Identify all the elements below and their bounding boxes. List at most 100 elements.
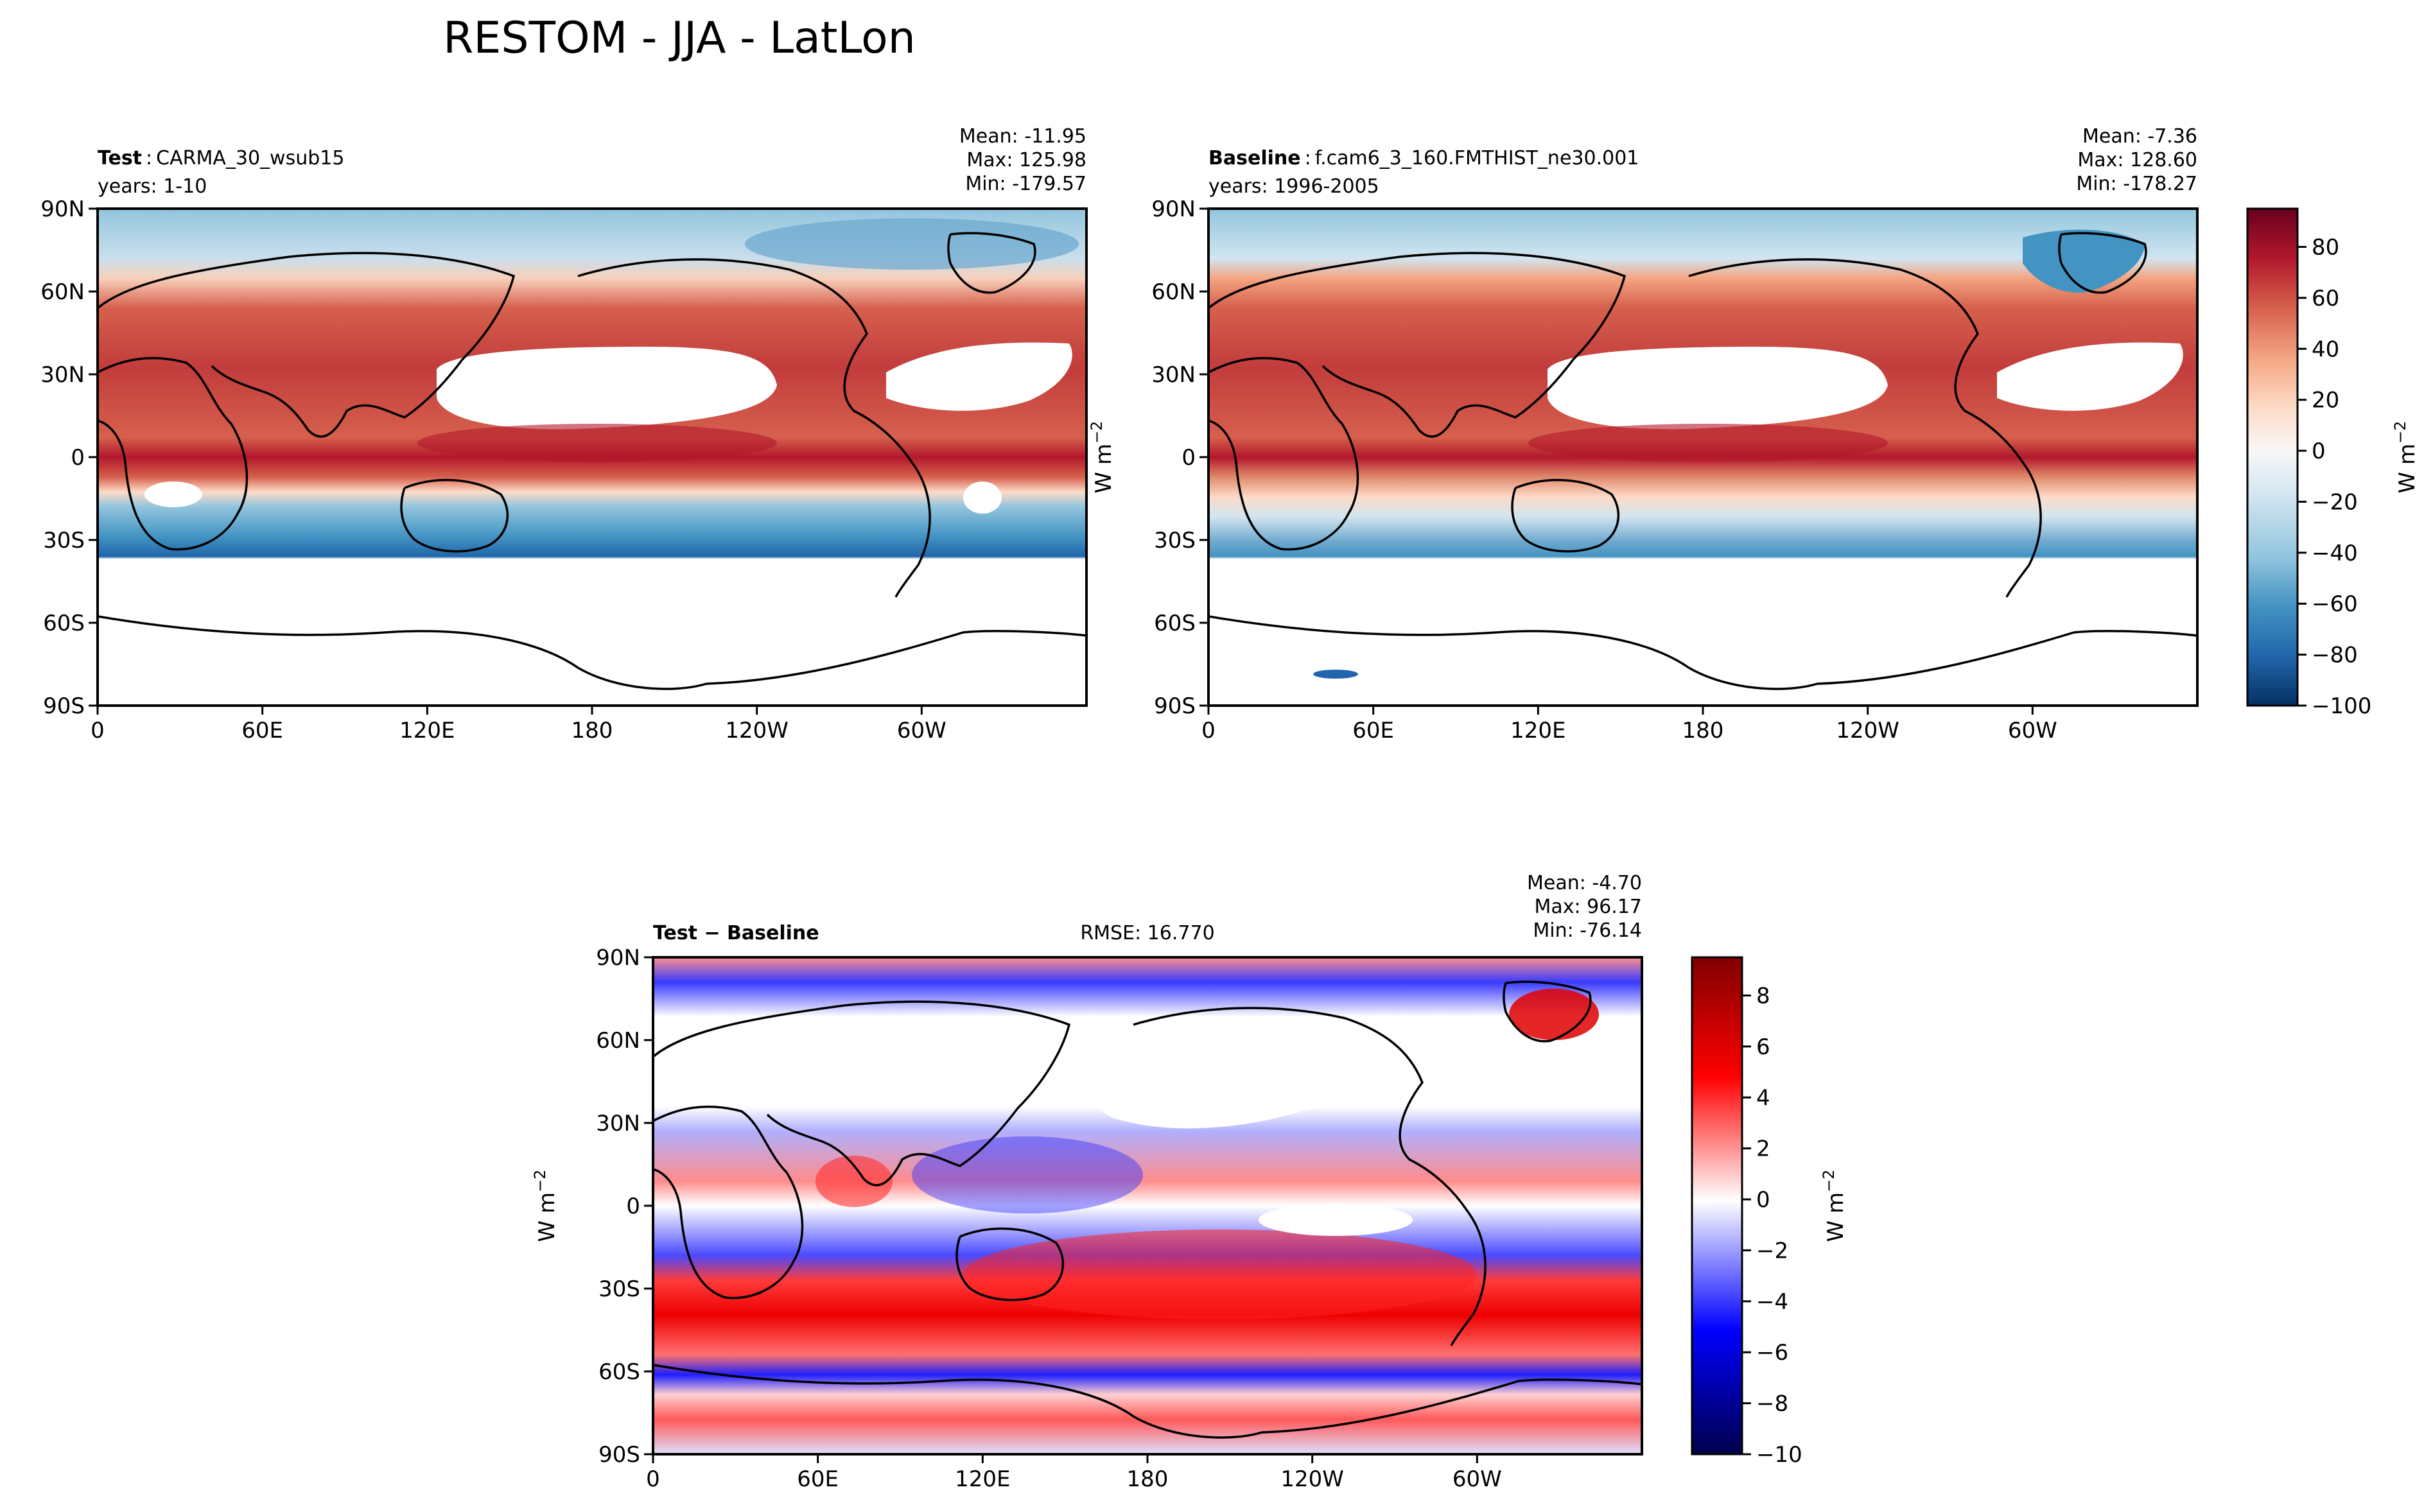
colorbar-rdbu: 80 60 40 20 0 −20 −40 −60 −80 −100 W m−2 xyxy=(2246,207,2420,719)
shared-ylabel-exp: −2 xyxy=(1088,421,1106,444)
ytick-label: 60N xyxy=(40,279,85,305)
panel-baseline-sep: : xyxy=(1305,147,1311,169)
colorbar-seismic-ticks: 8 6 4 2 0 −2 −4 −6 −8 −10 xyxy=(1742,984,1802,1468)
xtick-label: 0 xyxy=(646,1466,660,1492)
panel-diff-field-band xyxy=(653,957,1642,1454)
panel-baseline-yticks: 90N 60N 30N 0 30S 60S 90S xyxy=(1151,196,1208,719)
panel-diff-xticks: 0 60E 120E 180 120W 60W xyxy=(646,1454,1502,1492)
ytick-label: 90N xyxy=(1151,196,1196,222)
colorbar-tick-label: −10 xyxy=(1756,1442,1802,1468)
figure-title: RESTOM - JJA - LatLon xyxy=(443,13,916,64)
panel-test-field-natl-gap xyxy=(886,342,1072,411)
shared-ylabel-text: W m xyxy=(1091,444,1117,494)
panel-diff-coastlines xyxy=(653,980,1642,1439)
colorbar-tick-label: −100 xyxy=(2312,693,2371,719)
colorbar-rdbu-label-exp: −2 xyxy=(2391,421,2409,444)
panel-diff-field-arabian-red xyxy=(815,1156,893,1207)
xtick-label: 60W xyxy=(2008,718,2057,743)
xtick-label: 60W xyxy=(897,718,946,743)
panel-diff-ylabel-text: W m xyxy=(534,1192,560,1242)
panel-test-field-arctic xyxy=(745,218,1079,270)
ytick-label: 30N xyxy=(1151,362,1196,388)
panel-diff-min: Min: -76.14 xyxy=(1533,919,1642,942)
xtick-label: 180 xyxy=(1682,718,1724,743)
panel-test-field-wpac-warm xyxy=(417,424,777,462)
ytick-label: 90S xyxy=(1154,693,1196,719)
panel-test-field-indian-low xyxy=(144,482,202,507)
xtick-label: 120E xyxy=(399,718,455,743)
svg-text:Baseline:f.cam6_3_160.FMTHIST_: Baseline: f.cam6_3_160.FMTHIST_ne30.001 xyxy=(1208,147,1639,169)
panel-test-years: years: 1-10 xyxy=(98,175,207,198)
ytick-label: 90N xyxy=(596,945,640,971)
ytick-label: 90S xyxy=(598,1442,640,1468)
panel-baseline-mean: Mean: -7.36 xyxy=(2082,125,2197,148)
colorbar-tick-label: −8 xyxy=(1756,1391,1788,1417)
xtick-label: 120E xyxy=(955,1466,1010,1492)
colorbar-tick-label: 4 xyxy=(1756,1085,1770,1111)
panel-test: Test: CARMA_30_wsub15 years: 1-10 Mean: -… xyxy=(40,125,1088,743)
xtick-label: 120E xyxy=(1510,718,1565,743)
panel-test-coastlines xyxy=(98,232,1086,690)
panel-baseline-max: Max: 128.60 xyxy=(2077,149,2197,171)
panel-diff-field-wpac-blue xyxy=(912,1136,1143,1213)
ytick-label: 30N xyxy=(596,1111,640,1136)
colorbar-rdbu-label: W m−2 xyxy=(2391,421,2420,494)
colorbar-rdbu-bar xyxy=(2246,207,2299,707)
panel-diff: Test − Baseline RMSE: 16.770 Mean: -4.70… xyxy=(531,872,1643,1492)
ytick-label: 90S xyxy=(43,693,85,719)
panel-test-field-npac-gap xyxy=(437,347,777,430)
panel-test-max: Max: 125.98 xyxy=(966,149,1086,171)
ytick-label: 90N xyxy=(40,196,85,222)
panel-test-xticks: 0 60E 120E 180 120W 60W xyxy=(91,706,946,743)
panel-diff-name: Test − Baseline xyxy=(653,922,819,944)
panel-baseline-case: f.cam6_3_160.FMTHIST_ne30.001 xyxy=(1315,147,1639,169)
colorbar-tick-label: 80 xyxy=(2312,235,2339,261)
xtick-label: 0 xyxy=(91,718,105,743)
shared-ylabel: W m−2 xyxy=(1088,421,1117,494)
panel-test-min: Min: -179.57 xyxy=(965,173,1086,195)
colorbar-tick-label: −40 xyxy=(2312,541,2358,566)
xtick-label: 0 xyxy=(1201,718,1216,743)
panel-diff-field-epac-calm xyxy=(1259,1204,1413,1236)
colorbar-tick-label: −6 xyxy=(1756,1340,1788,1366)
xtick-label: 120W xyxy=(1280,1466,1344,1492)
panel-baseline-field-natl-gap xyxy=(1997,342,2183,411)
colorbar-tick-label: 20 xyxy=(2312,388,2339,413)
panel-test-yticks: 90N 60N 30N 0 30S 60S 90S xyxy=(40,196,98,719)
xtick-label: 60E xyxy=(1352,718,1394,743)
panel-diff-ylabel: W m−2 xyxy=(531,1170,560,1242)
colorbar-tick-label: 60 xyxy=(2312,286,2339,311)
colorbar-tick-label: −2 xyxy=(1756,1238,1788,1264)
ytick-label: 60S xyxy=(1154,611,1196,636)
colorbar-tick-label: 40 xyxy=(2312,336,2339,362)
xtick-label: 120W xyxy=(1836,718,1899,743)
panel-diff-rmse: RMSE: 16.770 xyxy=(1080,922,1214,944)
ytick-label: 60S xyxy=(598,1359,640,1385)
panel-baseline-field-wpac-warm xyxy=(1528,424,1888,462)
ytick-label: 0 xyxy=(1182,445,1196,471)
ytick-label: 30S xyxy=(598,1276,640,1302)
panel-diff-ylabel-exp: −2 xyxy=(531,1170,549,1192)
ytick-label: 60S xyxy=(43,611,85,636)
ytick-label: 30S xyxy=(43,528,85,553)
panel-test-field xyxy=(98,209,1086,706)
xtick-label: 120W xyxy=(725,718,789,743)
panel-diff-field-npac-calm xyxy=(1081,1025,1366,1129)
colorbar-tick-label: −80 xyxy=(2312,643,2358,668)
colorbar-tick-label: 8 xyxy=(1756,984,1770,1009)
panel-baseline-field-antarctic-blue xyxy=(1313,670,1358,679)
ytick-label: 0 xyxy=(71,445,85,471)
panel-test-header: Test: CARMA_30_wsub15 years: 1-10 Mean: -… xyxy=(98,125,1086,198)
panel-baseline-min: Min: -178.27 xyxy=(2076,173,2197,195)
xtick-label: 60E xyxy=(797,1466,839,1492)
ytick-label: 30N xyxy=(40,362,85,388)
panel-test-field-samerica-low xyxy=(963,482,1002,514)
colorbar-tick-label: 2 xyxy=(1756,1136,1770,1162)
colorbar-seismic-label: W m−2 xyxy=(1820,1170,1849,1242)
ytick-label: 60N xyxy=(596,1028,640,1054)
colorbar-tick-label: 0 xyxy=(2312,439,2326,464)
colorbar-tick-label: 0 xyxy=(1756,1187,1770,1213)
xtick-label: 60E xyxy=(241,718,283,743)
panel-diff-field xyxy=(653,957,1642,1454)
